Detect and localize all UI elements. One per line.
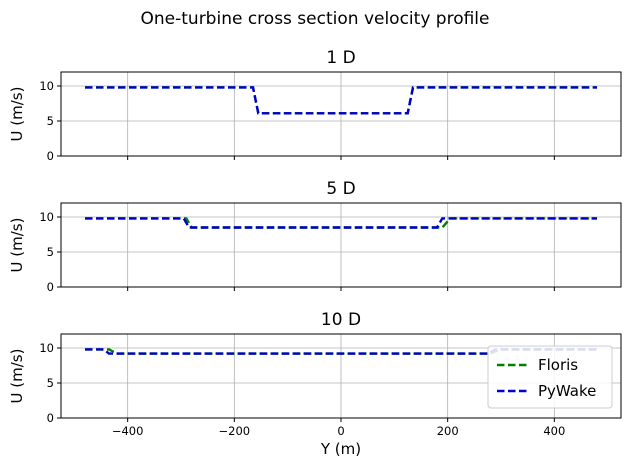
y-axis-label: U (m/s) xyxy=(8,349,26,404)
y-tick-label: 5 xyxy=(47,114,54,128)
y-axis-label: U (m/s) xyxy=(8,218,26,273)
y-tick-label: 10 xyxy=(39,79,54,93)
y-tick-label: 0 xyxy=(47,149,54,163)
series-line-pywake xyxy=(85,217,597,229)
subplot-title: 1 D xyxy=(326,48,355,68)
y-tick-label: 10 xyxy=(39,341,54,355)
legend-label-floris: Floris xyxy=(538,356,578,374)
series-line-pywake xyxy=(85,86,597,115)
legend: Floris PyWake xyxy=(487,345,613,409)
y-tick-label: 5 xyxy=(47,376,54,390)
x-axis-label: Y (m) xyxy=(320,440,361,458)
x-tick-label: 0 xyxy=(337,424,344,438)
subplot-title: 10 D xyxy=(321,310,361,330)
subplot-title: 5 D xyxy=(326,179,355,199)
y-tick-label: 0 xyxy=(47,280,54,294)
x-tick-label: −400 xyxy=(112,424,144,438)
y-axis-label: U (m/s) xyxy=(8,87,26,142)
subplot-2: 0 5 10 5 D U (m/s) xyxy=(8,179,622,294)
x-tick-label: −200 xyxy=(219,424,251,438)
legend-label-pywake: PyWake xyxy=(538,382,596,400)
subplot-1: 0 5 10 1 D U (m/s) xyxy=(8,48,622,163)
y-tick-label: 10 xyxy=(39,210,54,224)
legend-box xyxy=(487,345,613,409)
y-tick-label: 0 xyxy=(47,411,54,425)
y-tick-label: 5 xyxy=(47,245,54,259)
figure-title: One-turbine cross section velocity profi… xyxy=(141,9,490,29)
x-tick-label: 200 xyxy=(437,424,459,438)
x-tick-label: 400 xyxy=(543,424,565,438)
